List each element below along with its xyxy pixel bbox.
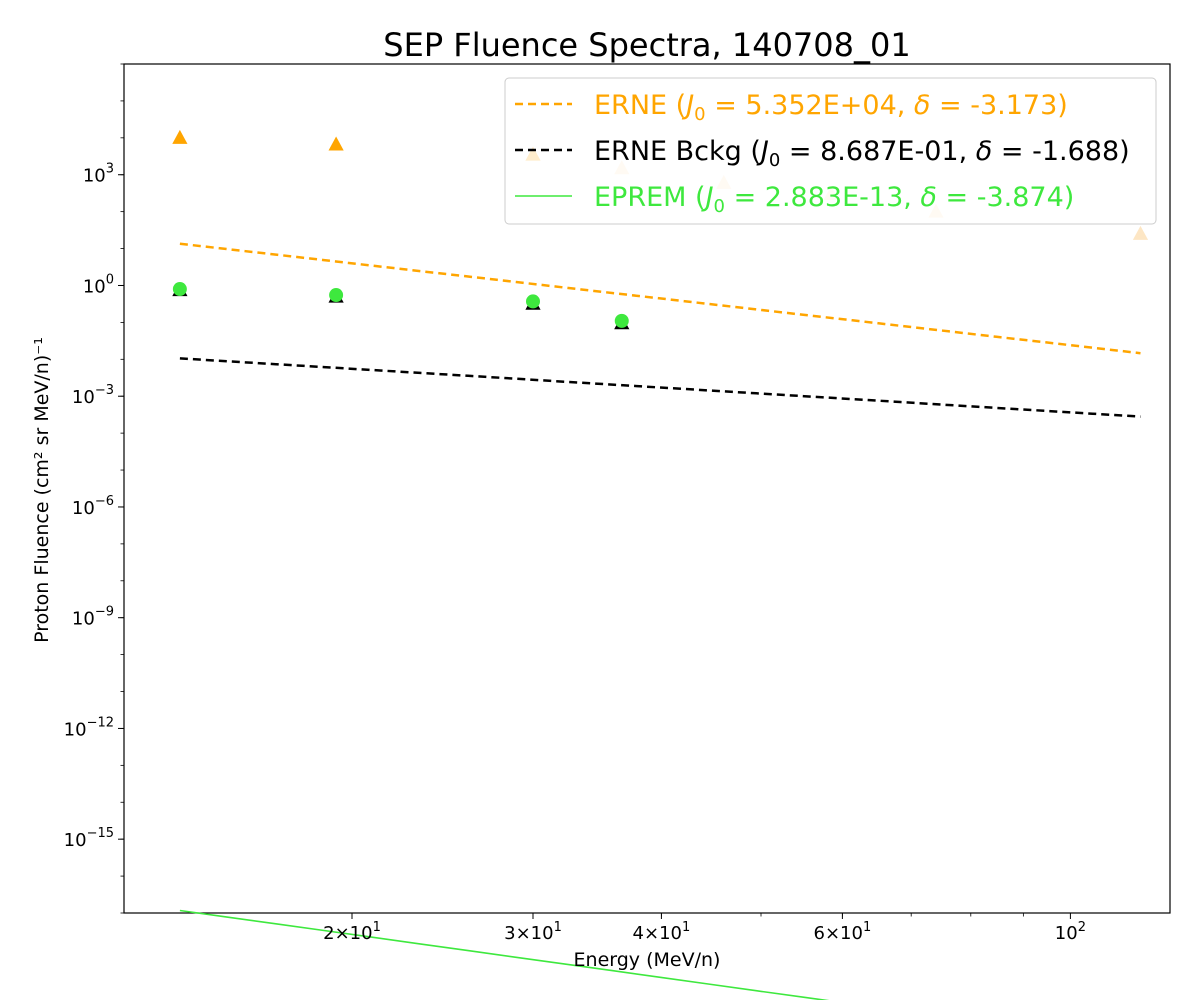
erne-point [328, 136, 344, 151]
eprem-point [329, 288, 344, 303]
chart-title: SEP Fluence Spectra, 140708_01 [383, 26, 910, 64]
x-tick-label: 102 [1055, 920, 1086, 944]
erne-point [1132, 225, 1149, 240]
y-axis-label: Proton Fluence (cm² sr MeV/n)⁻¹ [31, 337, 53, 643]
erne-point [172, 129, 188, 144]
y-tick-label: 10−9 [72, 605, 114, 630]
eprem-point [172, 282, 187, 297]
y-tick-label: 10−15 [64, 826, 114, 851]
fit-lines [179, 242, 1141, 1000]
eprem-point [614, 313, 629, 328]
x-axis-label: Energy (MeV/n) [574, 949, 721, 971]
x-axis: 2×101 3×101 4×101 6×101 102 [323, 913, 1086, 944]
legend-label-erne: ERNE (J0 = 5.352E+04, δ = -3.173) [594, 90, 1068, 125]
legend-label-eprem: EPREM (J0 = 2.883E-13, δ = -3.874) [594, 182, 1074, 217]
x-tick-label: 3×101 [504, 920, 562, 944]
eprem-point [525, 294, 540, 309]
x-tick-label: 2×101 [323, 920, 381, 944]
y-tick-label: 10−3 [72, 383, 114, 408]
y-tick-label: 10−12 [64, 715, 114, 740]
fit-line-eprem [179, 909, 830, 1000]
y-tick-label: 10−6 [72, 494, 114, 519]
y-tick-label: 100 [83, 272, 114, 297]
legend-box [504, 77, 1157, 225]
fit-line-erne-bckg [179, 357, 1141, 418]
y-axis: 103 100 10−3 10−6 10−9 10−12 10−15 [64, 63, 124, 914]
fit-line-erne [179, 242, 1141, 355]
x-tick-label: 6×101 [814, 920, 872, 944]
y-tick-label: 103 [83, 162, 114, 187]
x-tick-label: 4×101 [633, 920, 691, 944]
legend-label-erne-bckg: ERNE Bckg (J0 = 8.687E-01, δ = -1.688) [594, 136, 1130, 171]
legend: ERNE (J0 = 5.352E+04, δ = -3.173) ERNE Bc… [504, 77, 1157, 225]
legend-entries: ERNE (J0 = 5.352E+04, δ = -3.173) ERNE Bc… [515, 90, 1130, 217]
